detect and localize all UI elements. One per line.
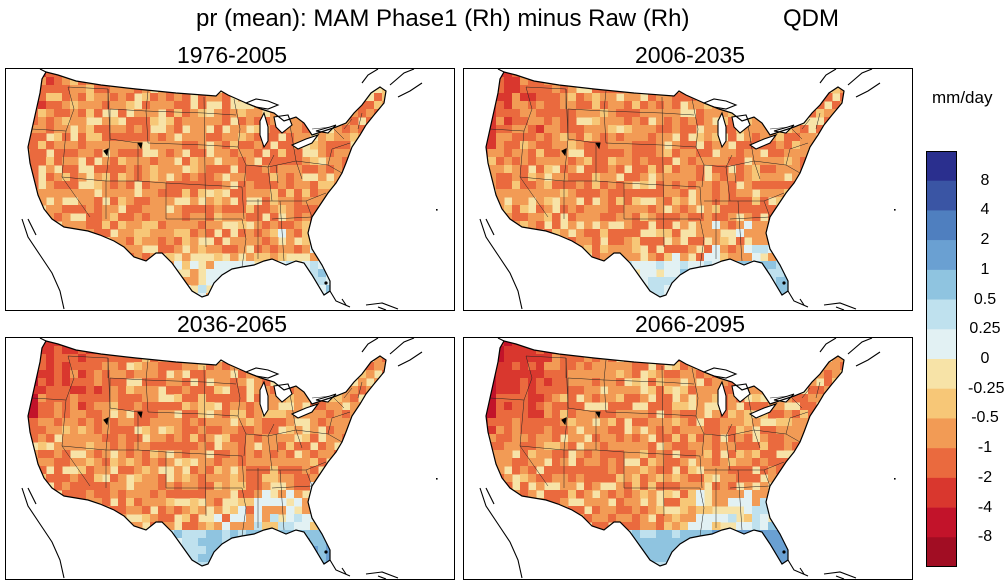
us-coastline [27,71,387,298]
inland-lake [137,411,143,419]
colorbar-swatch [926,210,957,241]
state-boundaries [489,86,821,268]
figure-title-method: QDM [783,5,839,32]
island-marker [894,478,896,480]
inland-lake [103,148,109,157]
colorbar-swatch [926,448,957,479]
colorbar-tick-label: 1 [980,260,990,278]
colorbar-tick-label: -8 [977,528,993,546]
colorbar-swatch [926,537,957,567]
figure-title: pr (mean): MAM Phase1 (Rh) minus Raw (Rh… [0,2,1005,36]
colorbar-swatch [926,329,957,360]
panel-title-1: 1976-2005 [177,42,287,68]
colorbar-swatch [926,359,957,390]
great-lake [773,124,795,134]
map-panel-4 [463,337,913,580]
colorbar-swatch [926,507,957,538]
great-lake [259,111,269,149]
colorbar-swatch [926,151,957,182]
great-lake [773,393,795,403]
panel-title-4: 2066-2095 [635,311,745,337]
inland-lake [137,142,143,150]
figure-title-main: pr (mean): MAM Phase1 (Rh) minus Raw (Rh… [196,5,690,32]
panel-title-3: 2036-2065 [177,311,287,337]
colorbar-tick-label: -4 [977,498,993,516]
great-lake [315,393,337,403]
state-boundaries [489,355,821,537]
colorbar-tick-label: 0.25 [969,320,1001,338]
lake-okeechobee [324,550,328,554]
colorbar-tick-label: -2 [977,468,993,486]
great-lake [290,402,320,419]
inland-lake [103,417,109,426]
colorbar-tick-label: -0.5 [971,409,999,427]
coastline-outside-domain [21,69,423,310]
great-lake [315,124,337,134]
colorbar-units: mm/day [932,88,993,107]
colorbar-swatch [926,299,957,330]
colorbar-tick-label: 0.5 [973,290,997,308]
great-lake [290,133,320,150]
coastline-outside-domain [479,69,881,310]
us-coastline [27,340,387,567]
colorbar-tick-label: 4 [980,201,990,219]
great-lake [748,402,778,419]
map-panel-3 [5,337,455,580]
colorbar-tick-label: 8 [980,171,990,189]
colorbar [926,151,957,567]
panel-title-2: 2006-2035 [635,42,745,68]
colorbar-swatch [926,418,957,449]
great-lake [717,380,727,418]
colorbar-tick-label: -1 [977,439,993,457]
lake-okeechobee [782,281,786,285]
great-lake [259,380,269,418]
colorbar-swatch [926,180,957,211]
island-marker [436,478,438,480]
inland-lake [561,148,567,157]
inland-lake [595,411,601,419]
lake-okeechobee [782,550,786,554]
colorbar-tick-label: -0.25 [968,379,1005,397]
inland-lake [561,417,567,426]
colorbar-tick-label: 2 [980,231,990,249]
inland-lake [595,142,601,150]
colorbar-swatch [926,269,957,300]
coastline-outside-domain [479,338,881,579]
great-lake [748,133,778,150]
lake-okeechobee [324,281,328,285]
state-boundaries [31,86,363,268]
island-marker [894,209,896,211]
colorbar-swatch [926,240,957,271]
coastline-outside-domain [21,338,423,579]
great-lake [717,111,727,149]
colorbar-swatch [926,388,957,419]
colorbar-tick-label: 0 [980,350,990,367]
island-marker [436,209,438,211]
colorbar-swatch [926,477,957,508]
us-coastline [485,340,845,567]
map-panel-2 [463,68,913,311]
us-coastline [485,71,845,298]
map-panel-1 [5,68,455,311]
